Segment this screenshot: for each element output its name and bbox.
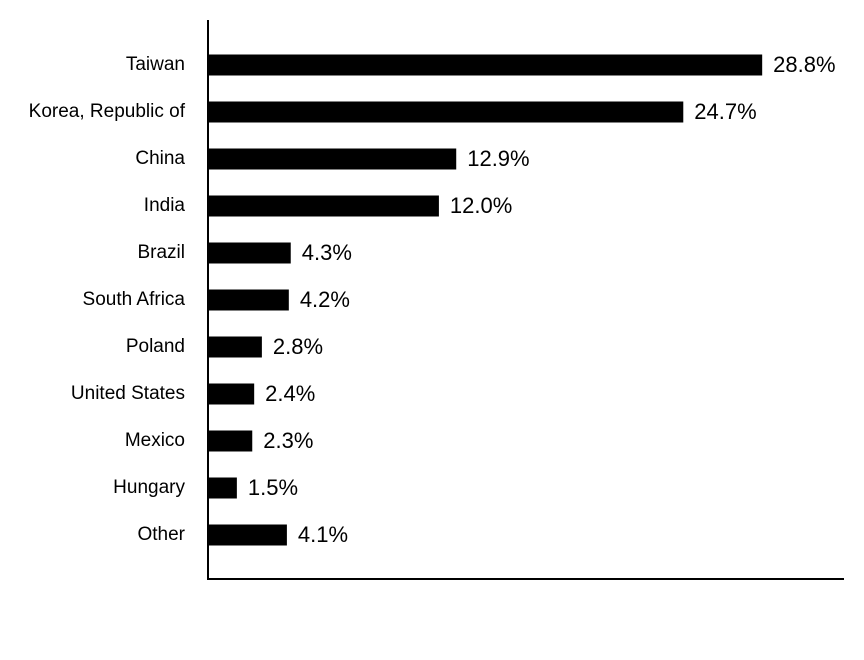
y-tick-label: Taiwan [126, 54, 185, 75]
bar [208, 524, 287, 546]
value-label: 1.5% [248, 475, 298, 500]
value-label: 12.0% [450, 193, 512, 218]
y-tick-label: India [144, 195, 186, 216]
bar [208, 101, 684, 123]
y-tick-label: Poland [126, 336, 185, 357]
value-label: 12.9% [467, 146, 529, 171]
bar [208, 289, 289, 311]
bar [208, 54, 763, 76]
value-label: 2.8% [273, 334, 323, 359]
bar [208, 148, 457, 170]
y-tick-label: Mexico [125, 430, 185, 451]
value-label: 2.4% [265, 381, 315, 406]
bar [208, 383, 255, 405]
value-label: 2.3% [263, 428, 313, 453]
bar [208, 336, 262, 358]
y-tick-label: Korea, Republic of [29, 101, 186, 122]
y-tick-label: Brazil [137, 242, 185, 263]
y-tick-label: Hungary [113, 477, 185, 498]
y-tick-label: China [135, 148, 185, 169]
value-label: 4.3% [302, 240, 352, 265]
value-label: 4.1% [298, 522, 348, 547]
value-label: 24.7% [694, 99, 756, 124]
y-tick-label: United States [71, 383, 185, 404]
bar [208, 242, 291, 264]
bar [208, 195, 439, 217]
y-tick-label: Other [137, 524, 185, 545]
value-label: 4.2% [300, 287, 350, 312]
y-tick-label: South Africa [83, 289, 186, 310]
bar [208, 477, 237, 499]
value-label: 28.8% [773, 52, 835, 77]
bar [208, 430, 253, 452]
